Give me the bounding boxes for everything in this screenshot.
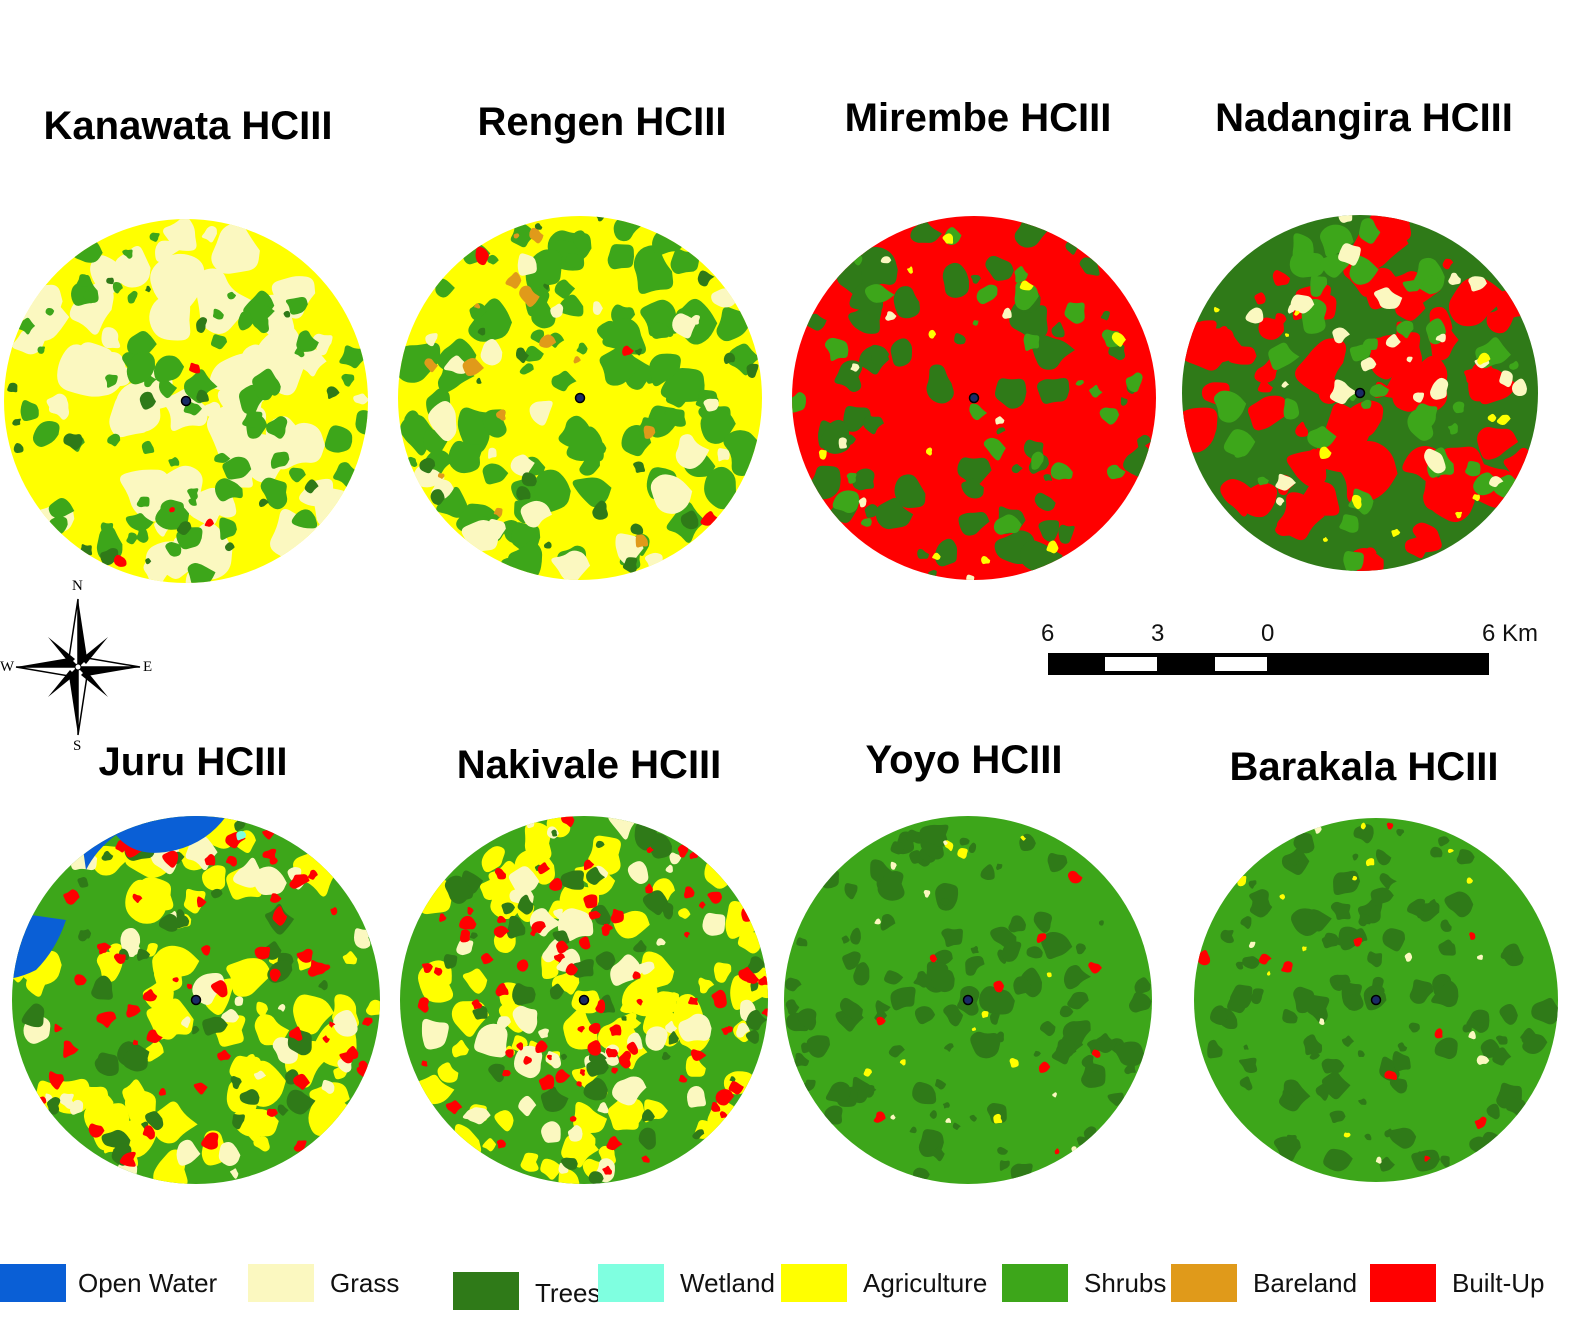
map-title-juru: Juru HCIII	[98, 740, 288, 784]
legend-swatch-shrubs	[1002, 1264, 1068, 1302]
map-title-rengen: Rengen HCIII	[477, 100, 727, 144]
scale-label-2: 0	[1261, 620, 1275, 647]
land-cover-map-juru	[12, 816, 380, 1184]
legend-swatch-bareland	[1171, 1264, 1237, 1302]
health-centre-marker	[962, 994, 974, 1006]
land-cover-map-nadangira	[1182, 215, 1538, 571]
map-title-barakala: Barakala HCIII	[1229, 745, 1499, 789]
map-title-nadangira: Nadangira HCIII	[1215, 96, 1513, 140]
compass-n-label: N	[72, 578, 83, 594]
legend-swatch-open-water	[0, 1264, 66, 1302]
legend-swatch-wetland	[598, 1264, 664, 1302]
legend-label-grass: Grass	[330, 1268, 400, 1298]
compass-rose-icon	[15, 598, 141, 736]
compass-s-label: S	[73, 738, 82, 754]
scale-label-3: 6 Km	[1482, 620, 1539, 647]
map-title-nakivale: Nakivale HCIII	[456, 743, 722, 787]
compass-w-label: W	[0, 659, 15, 675]
health-centre-marker	[968, 392, 980, 404]
map-title-kanawata: Kanawata HCIII	[43, 104, 333, 148]
health-centre-marker	[578, 994, 590, 1006]
land-cover-map-kanawata	[4, 219, 368, 583]
legend-label-shrubs: Shrubs	[1084, 1268, 1167, 1298]
compass-e-label: E	[143, 659, 153, 675]
land-cover-map-rengen	[398, 216, 762, 580]
scale-label-1: 3	[1151, 620, 1165, 647]
land-cover-map-yoyo	[784, 816, 1152, 1184]
health-centre-marker	[190, 994, 202, 1006]
maps-layer	[4, 215, 1558, 1184]
scale-label-0: 6	[1041, 620, 1055, 647]
health-centre-marker	[574, 392, 586, 404]
legend-swatch-trees	[453, 1272, 519, 1310]
map-title-yoyo: Yoyo HCIII	[865, 738, 1063, 782]
legend-label-agriculture: Agriculture	[863, 1268, 988, 1298]
legend-label-wetland: Wetland	[680, 1268, 775, 1298]
scale-bar	[1048, 653, 1489, 675]
legend-label-built-up: Built-Up	[1452, 1268, 1545, 1298]
legend-label-trees: Trees	[535, 1278, 601, 1308]
health-centre-marker	[180, 395, 192, 407]
health-centre-marker	[1354, 387, 1366, 399]
map-title-mirembe: Mirembe HCIII	[844, 96, 1112, 140]
health-centre-marker	[1370, 994, 1382, 1006]
legend-label-bareland: Bareland	[1253, 1268, 1358, 1298]
legend-label-open-water: Open Water	[78, 1268, 218, 1298]
legend-swatch-built-up	[1370, 1264, 1436, 1302]
legend-swatch-agriculture	[781, 1264, 847, 1302]
legend-swatch-grass	[248, 1264, 314, 1302]
